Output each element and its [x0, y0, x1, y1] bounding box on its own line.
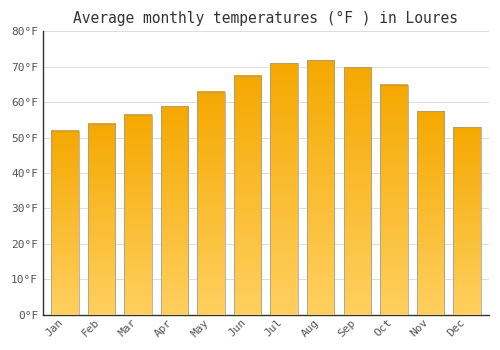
Bar	[124, 115, 152, 315]
Bar	[344, 67, 371, 315]
Bar	[454, 127, 480, 315]
Bar	[234, 76, 262, 315]
Bar	[270, 63, 298, 315]
Bar	[307, 60, 334, 315]
Bar	[161, 106, 188, 315]
Bar	[198, 92, 225, 315]
Bar	[88, 124, 115, 315]
Bar	[51, 131, 78, 315]
Title: Average monthly temperatures (°F ) in Loures: Average monthly temperatures (°F ) in Lo…	[74, 11, 458, 26]
Bar	[416, 111, 444, 315]
Bar	[380, 85, 407, 315]
